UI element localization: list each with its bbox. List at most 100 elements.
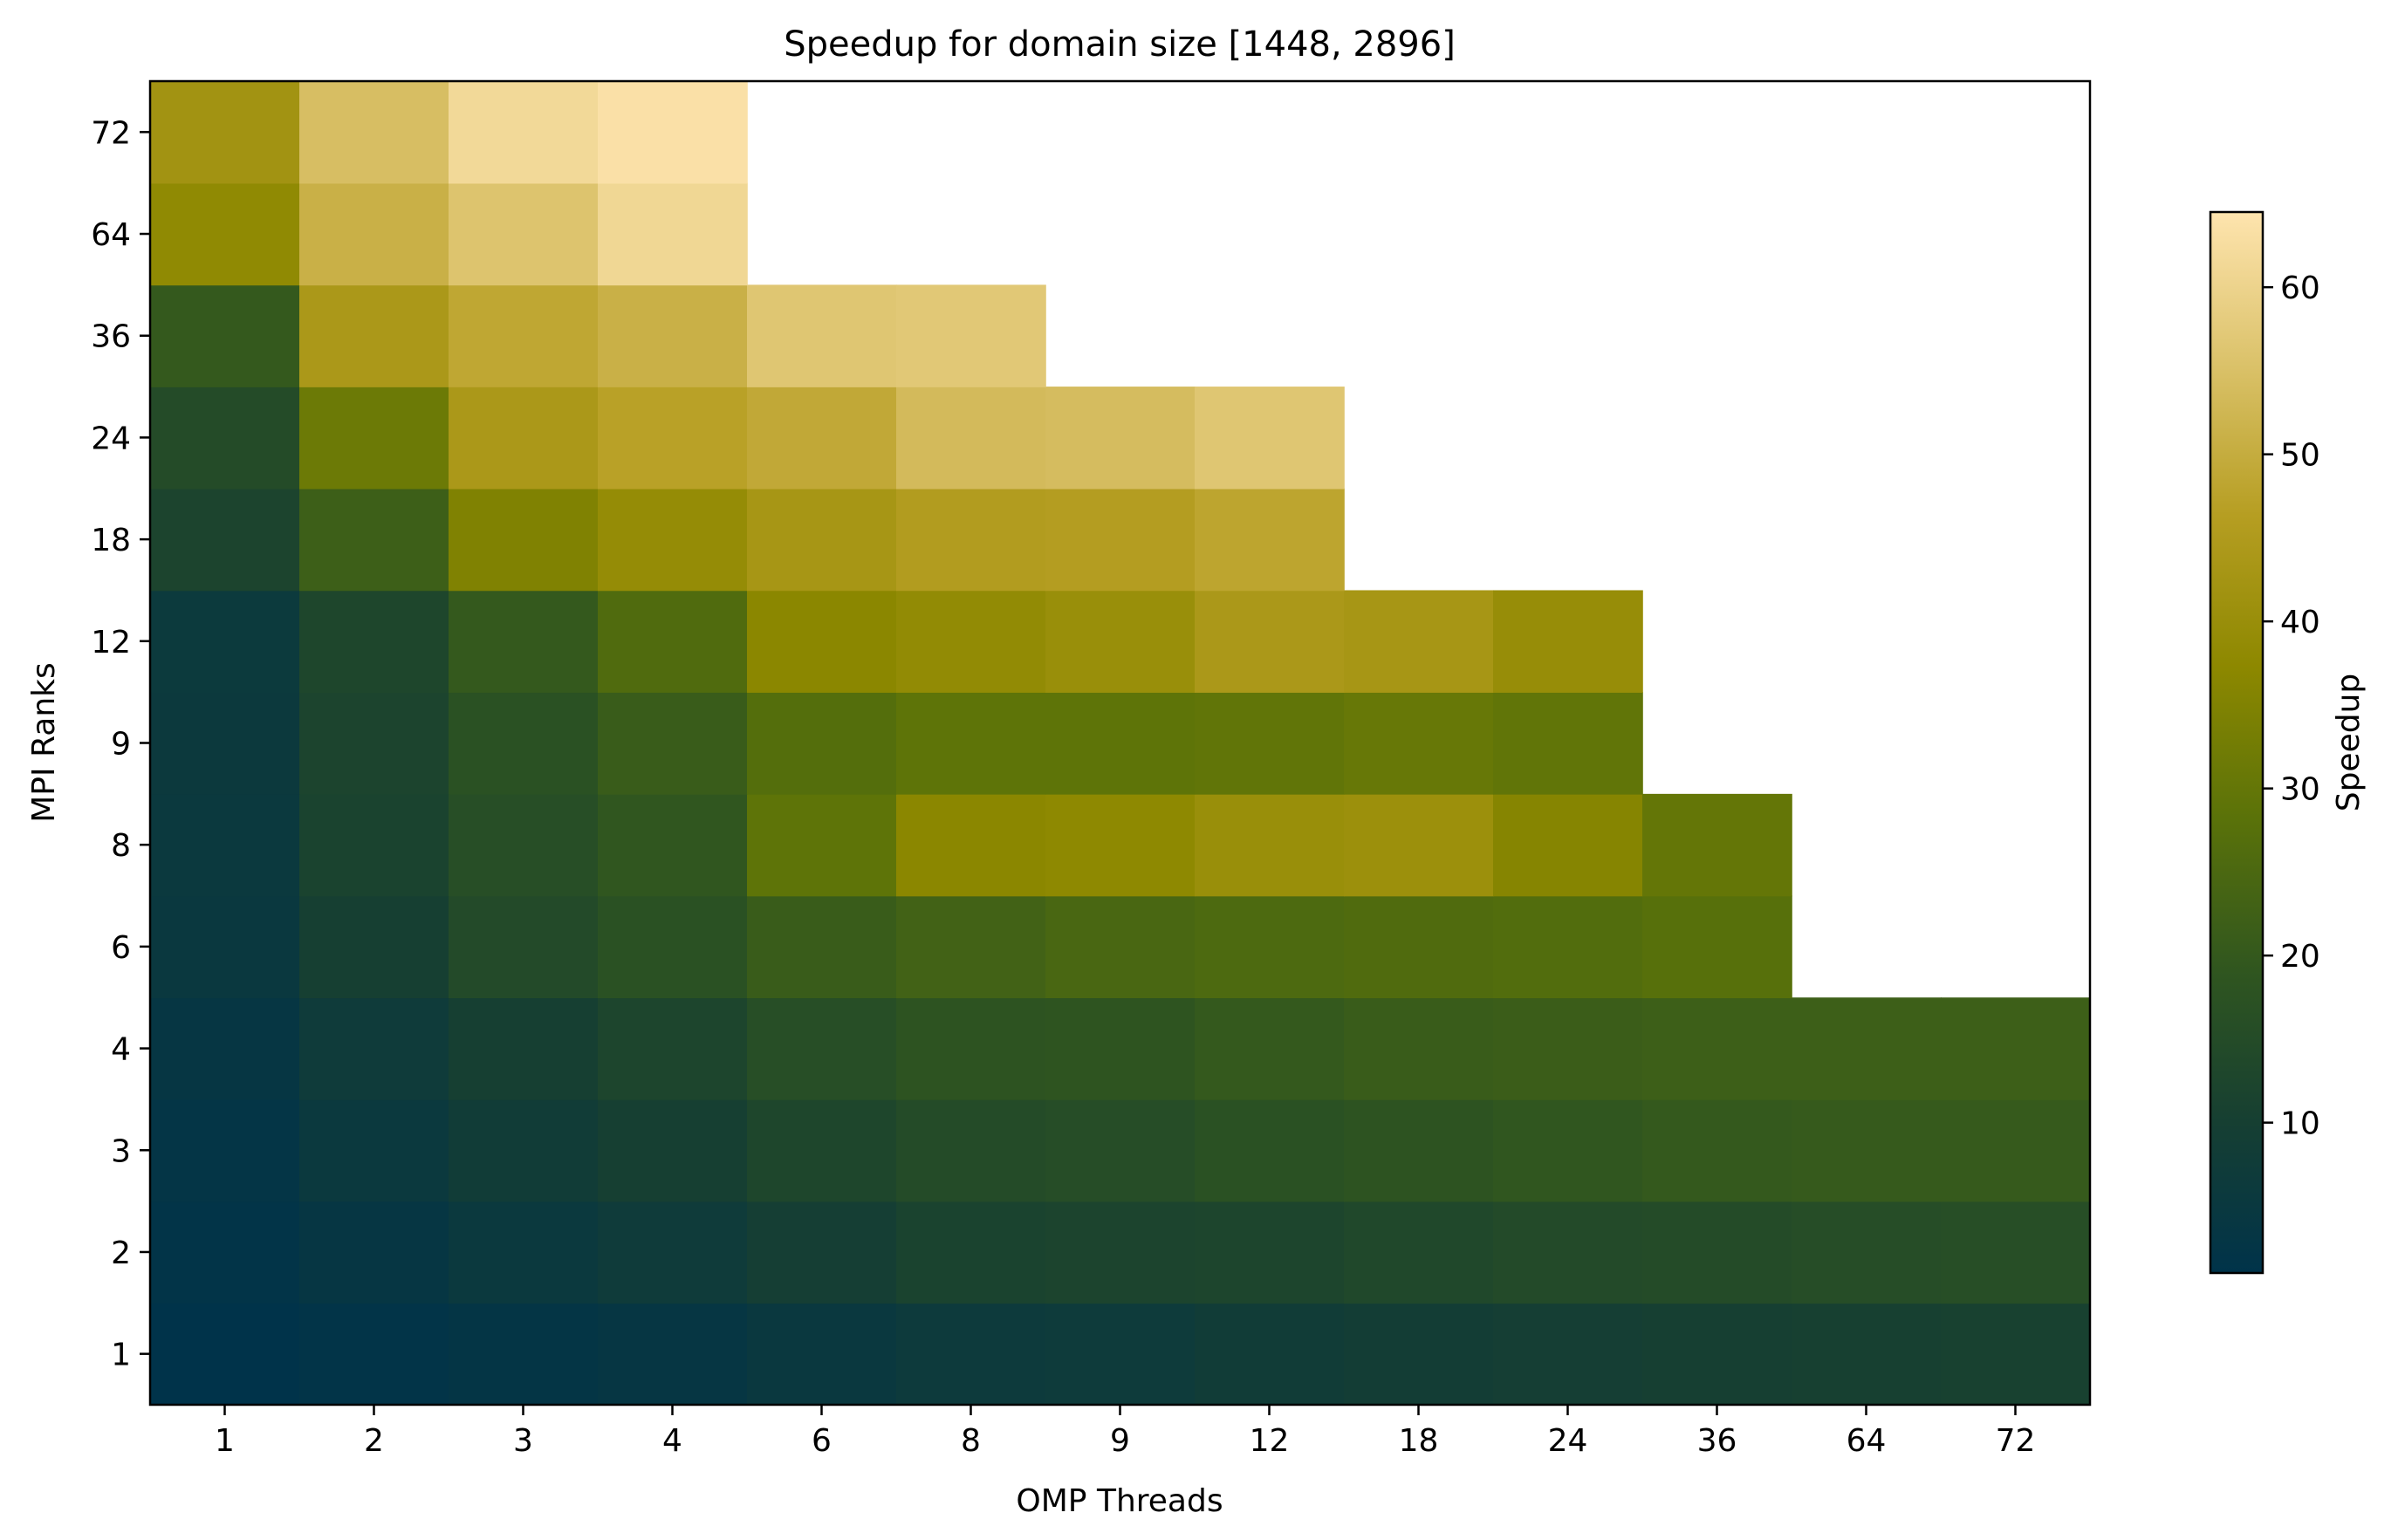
heatmap-cell (449, 182, 599, 286)
heatmap-cell (150, 997, 300, 1100)
heatmap-cell (1045, 1303, 1196, 1406)
heatmap-cell (896, 997, 1046, 1100)
heatmap-cell (449, 895, 599, 999)
heatmap-cell (598, 692, 748, 795)
heatmap-cell (1941, 1099, 2091, 1202)
heatmap-cell (299, 81, 449, 184)
heatmap-cell (747, 1201, 897, 1304)
heatmap-cell (1045, 590, 1196, 693)
heatmap-cell (449, 997, 599, 1100)
heatmap-cell (150, 590, 300, 693)
x-tick-label: 72 (1996, 1423, 2036, 1459)
x-tick-label: 24 (1548, 1423, 1588, 1459)
y-tick-label: 18 (91, 523, 131, 558)
heatmap-cell (1344, 997, 1494, 1100)
heatmap-cell (896, 1099, 1046, 1202)
heatmap-cell (150, 182, 300, 286)
heatmap-cell (598, 488, 748, 592)
heatmap-cell (150, 895, 300, 999)
heatmap-cell (1045, 488, 1196, 592)
heatmap-cell (896, 692, 1046, 795)
heatmap-cell (896, 590, 1046, 693)
heatmap-cell (1045, 997, 1196, 1100)
heatmap-cell (1045, 793, 1196, 897)
heatmap-cell (747, 692, 897, 795)
heatmap-cell (1941, 1303, 2091, 1406)
heatmap-cell (299, 1303, 449, 1406)
heatmap-cell (299, 387, 449, 489)
colorbar-tick-label: 40 (2280, 605, 2320, 640)
heatmap-cell (150, 793, 300, 897)
heatmap-cell (299, 488, 449, 592)
heatmap-cell (1642, 1303, 1792, 1406)
x-tick-label: 36 (1697, 1423, 1737, 1459)
heatmap-cell (1045, 692, 1196, 795)
heatmap-cell (449, 284, 599, 387)
heatmap-cell (598, 997, 748, 1100)
heatmap-cell (747, 793, 897, 897)
heatmap-cell (449, 1201, 599, 1304)
colorbar-tick-label: 60 (2280, 270, 2320, 306)
heatmap-cell (1344, 590, 1494, 693)
heatmap-cell (747, 997, 897, 1100)
colorbar-tick-label: 10 (2280, 1106, 2320, 1142)
heatmap-cell (896, 284, 1046, 387)
heatmap-cell (449, 1303, 599, 1406)
colorbar-ticks: 10 20 30 40 50 60 (2263, 270, 2320, 1142)
heatmap-cell (747, 387, 897, 489)
heatmap-cell (747, 488, 897, 592)
heatmap-cell (1195, 895, 1345, 999)
y-tick-label: 6 (111, 930, 131, 966)
heatmap-cell (1792, 1099, 1942, 1202)
x-tick-label: 3 (513, 1423, 533, 1459)
heatmap-cell (1493, 895, 1643, 999)
heatmap-cell (1045, 1099, 1196, 1202)
colorbar (2209, 210, 2265, 1275)
heatmap-cell (1344, 793, 1494, 897)
heatmap-cell (1195, 1201, 1345, 1304)
heatmap-cell (1045, 387, 1196, 489)
heatmap-cell (1642, 793, 1792, 897)
x-axis-label: OMP Threads (1016, 1483, 1223, 1519)
heatmap-cell (1642, 1099, 1792, 1202)
heatmap-cell (747, 284, 897, 387)
heatmap-cell (299, 284, 449, 387)
heatmap-cell (1493, 590, 1643, 693)
heatmap-cell (598, 1201, 748, 1304)
heatmap-cell (1642, 1201, 1792, 1304)
heatmap-cell (1493, 1099, 1643, 1202)
x-tick-label: 18 (1399, 1423, 1439, 1459)
heatmap-cell (598, 81, 748, 184)
heatmap-cell (1493, 997, 1643, 1100)
y-tick-label: 4 (111, 1032, 131, 1068)
heatmap-cell (449, 590, 599, 693)
y-tick-label: 12 (91, 625, 131, 660)
heatmap-cell (1195, 590, 1345, 693)
heatmap-cell (299, 793, 449, 897)
colorbar-tick-label: 50 (2280, 438, 2320, 474)
heatmap-cell (1642, 997, 1792, 1100)
heatmap-cell (1344, 692, 1494, 795)
heatmap-cell (299, 182, 449, 286)
x-tick-label: 6 (812, 1423, 832, 1459)
heatmap-cell (896, 793, 1046, 897)
heatmap-cell (1195, 1099, 1345, 1202)
x-tick-label: 9 (1110, 1423, 1130, 1459)
heatmap-cell (896, 1303, 1046, 1406)
heatmap-cell (896, 1201, 1046, 1304)
y-tick-label: 1 (111, 1338, 131, 1373)
heatmap-cell (1045, 895, 1196, 999)
heatmap-cell (1642, 895, 1792, 999)
heatmap-cell (896, 387, 1046, 489)
heatmap-cell (1195, 793, 1345, 897)
heatmap-cell (299, 1201, 449, 1304)
heatmap-cell (1344, 895, 1494, 999)
heatmap-cell (150, 1303, 300, 1406)
y-tick-label: 9 (111, 727, 131, 763)
heatmap-cell (1195, 387, 1345, 489)
heatmap-cell (1493, 793, 1643, 897)
heatmap-cell (150, 488, 300, 592)
colorbar-tick-label: 20 (2280, 939, 2320, 975)
heatmap-cell (1195, 997, 1345, 1100)
